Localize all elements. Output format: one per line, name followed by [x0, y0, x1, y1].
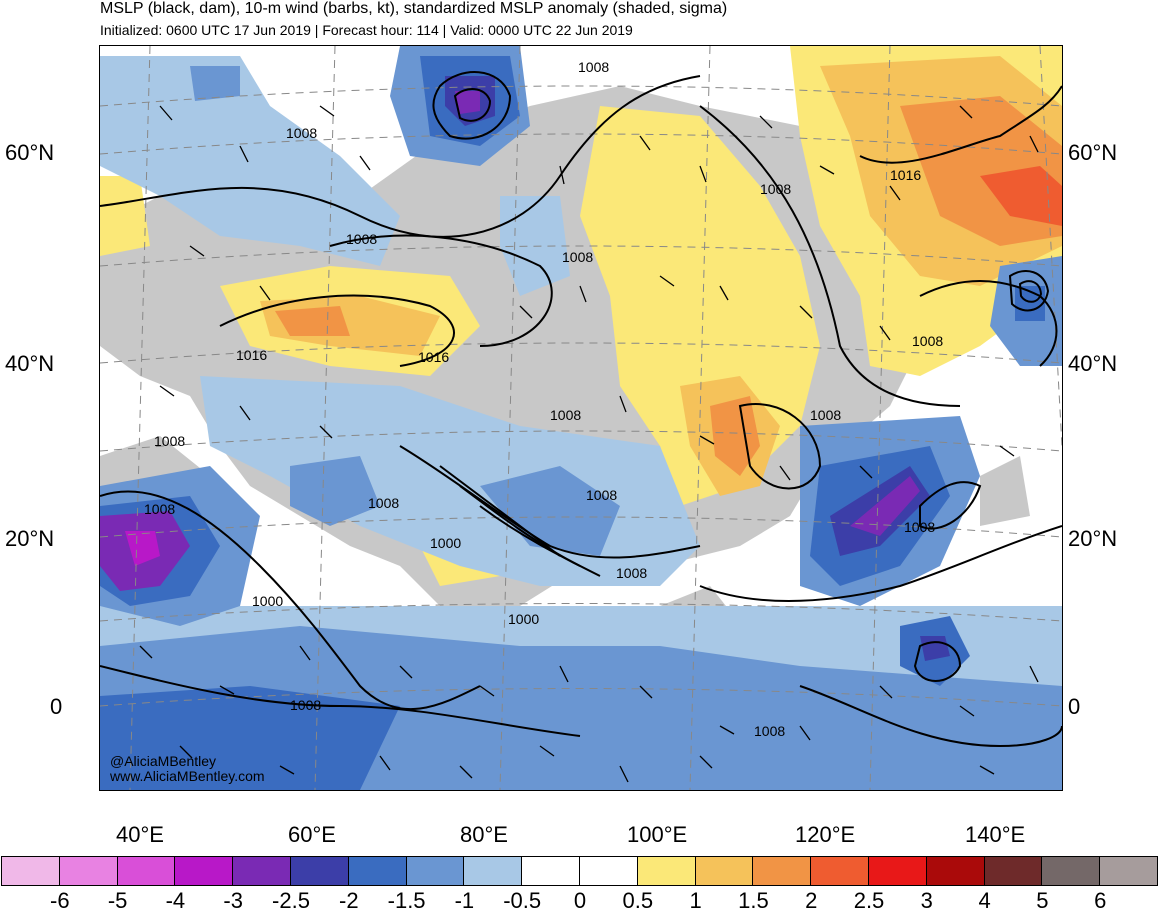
colorbar-swatch	[1041, 856, 1101, 886]
contour-label: 1008	[810, 407, 841, 423]
contour-label: 1008	[550, 407, 581, 423]
colorbar-tick-label: -2.5	[272, 888, 310, 913]
colorbar-tick-label: 2.5	[853, 888, 885, 913]
colorbar-tick-label: -3	[223, 888, 243, 913]
lon-label: 80°E	[460, 822, 508, 847]
colorbar-swatch	[694, 856, 754, 886]
colorbar-swatch	[810, 856, 869, 886]
contour-label: 1008	[616, 565, 647, 581]
colorbar-swatch	[347, 856, 407, 886]
credit-handle: @AliciaMBentley	[110, 753, 217, 769]
colorbar-tick-label: 0.5	[622, 888, 654, 913]
lon-label: 120°E	[795, 822, 856, 847]
contour-label: 1000	[252, 593, 283, 609]
colorbar-tick-label: -1	[454, 888, 475, 913]
mslp-contours	[100, 71, 1062, 748]
colorbar-swatch	[925, 856, 985, 886]
lat-label-right: 60°N	[1068, 140, 1118, 165]
colorbar-swatch	[578, 856, 638, 886]
colorbar-tick-label: 4	[978, 888, 991, 913]
contour-label: 1008	[346, 231, 377, 247]
lat-label-right: 40°N	[1068, 351, 1118, 376]
colorbar-tick-label: 3	[920, 888, 933, 913]
colorbar-swatch	[867, 856, 927, 886]
colorbar-swatch	[289, 856, 349, 886]
lon-label: 100°E	[627, 822, 688, 847]
colorbar-tick-label: 1	[689, 888, 702, 913]
colorbar-swatch	[983, 856, 1043, 886]
contour-label: 1008	[368, 495, 399, 511]
credit-website: www.AliciaMBentley.com	[110, 768, 265, 784]
contour-label: 1008	[754, 723, 785, 739]
contour-label: 1008	[904, 519, 935, 535]
contour-label: 1008	[290, 697, 321, 713]
contour-label: 1008	[286, 125, 317, 141]
colorbar-tick-label: 5	[1036, 888, 1049, 913]
colorbar-swatch	[1, 856, 60, 886]
contour-label: 1008	[562, 249, 593, 265]
lat-label-left: 60°N	[5, 140, 55, 165]
contour-label: 1008	[586, 487, 617, 503]
contour-label: 1000	[430, 535, 461, 551]
colorbar-tick-label: -2	[339, 888, 359, 913]
contour-label: 1016	[418, 349, 449, 365]
contour-label: 1008	[578, 59, 609, 75]
lat-label-left: 0	[50, 694, 63, 719]
colorbar-swatch	[405, 856, 465, 886]
map-panel: 1008 1008 1008 1016 1016 1016 1008 1008 …	[99, 45, 1063, 791]
contour-label: 1008	[154, 433, 185, 449]
colorbar-swatch	[58, 856, 118, 886]
wind-barbs	[139, 105, 1039, 783]
colorbar-swatch	[752, 856, 812, 886]
colorbar-tick-label: 2	[805, 888, 818, 913]
colorbar-tick-label: -0.5	[503, 888, 542, 913]
contour-labels: 1008 1008 1008 1016 1016 1016 1008 1008 …	[144, 59, 943, 739]
colorbar-swatch	[636, 856, 696, 886]
lon-label: 140°E	[965, 822, 1026, 847]
colorbar-tick-label: -6	[50, 888, 70, 913]
colorbar-swatch	[1099, 856, 1158, 886]
contour-label: 1000	[508, 611, 539, 627]
lon-label: 40°E	[116, 822, 164, 847]
contour-label: 1008	[760, 181, 791, 197]
lat-label-left: 40°N	[5, 351, 55, 376]
colorbar-swatch	[174, 856, 234, 886]
lon-label: 60°E	[288, 822, 336, 847]
chart-subtitle: Initialized: 0600 UTC 17 Jun 2019 | Fore…	[100, 22, 633, 38]
colorbar-tick-label: -1.5	[387, 888, 426, 913]
colorbar-tick-label: 1.5	[738, 888, 769, 913]
colorbar-swatch	[521, 856, 580, 886]
colorbar-tick-label: -4	[165, 888, 186, 913]
colorbar	[1, 856, 1158, 886]
lat-label-right: 0	[1068, 694, 1081, 719]
chart-title: MSLP (black, dam), 10-m wind (barbs, kt)…	[100, 0, 728, 17]
lat-label-left: 20°N	[5, 526, 55, 551]
map-graphic: 1008 1008 1008 1016 1016 1016 1008 1008 …	[100, 46, 1062, 790]
colorbar-tick-label: 6	[1094, 888, 1107, 913]
contour-label: 1008	[912, 333, 943, 349]
colorbar-tick-label: 0	[573, 888, 587, 913]
contour-label: 1008	[144, 501, 175, 517]
colorbar-tick-label: -5	[107, 888, 128, 913]
graticule	[100, 46, 1062, 790]
colorbar-swatch	[232, 856, 291, 886]
lat-label-right: 20°N	[1068, 526, 1118, 551]
contour-label: 1016	[236, 347, 267, 363]
contour-label: 1016	[890, 167, 921, 183]
colorbar-swatch	[116, 856, 176, 886]
colorbar-swatch	[463, 856, 523, 886]
